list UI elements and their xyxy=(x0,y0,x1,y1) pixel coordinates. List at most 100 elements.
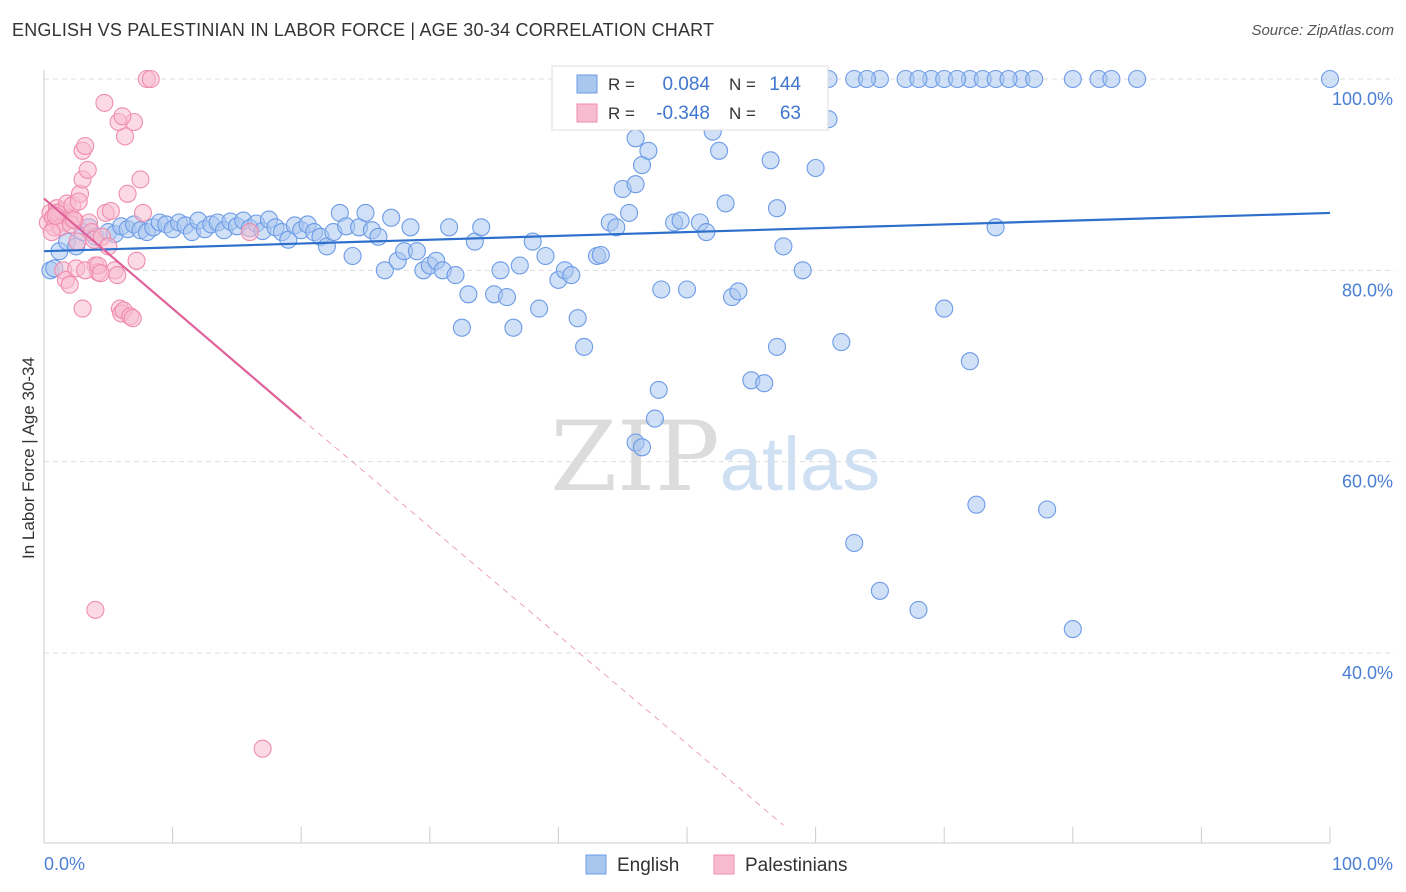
palestinian-point xyxy=(60,275,79,294)
palestinian-point xyxy=(108,266,127,285)
y-axis-label: In Labor Force | Age 30-34 xyxy=(19,357,38,559)
english-point xyxy=(536,246,555,266)
english-point xyxy=(909,600,928,619)
english-point xyxy=(652,280,671,299)
watermark-zip: ZIP xyxy=(550,401,719,513)
palestinian-point xyxy=(253,739,272,758)
english-point xyxy=(626,129,645,148)
palestinian-point xyxy=(240,223,259,242)
english-point xyxy=(639,141,658,160)
legend-swatch-palestinians xyxy=(713,854,735,875)
trend-lines xyxy=(43,197,1331,826)
stats-r-label: R = xyxy=(608,104,635,123)
english-point xyxy=(960,352,979,371)
source-credit: Source: ZipAtlas.com xyxy=(1251,22,1394,39)
english-point xyxy=(562,266,581,285)
english-point xyxy=(620,203,639,222)
palestinian-point xyxy=(113,107,132,126)
english-point xyxy=(909,69,928,89)
english-point xyxy=(845,533,864,553)
english-point xyxy=(510,256,529,275)
y-tick-label: 40.0% xyxy=(1342,663,1393,683)
english-point xyxy=(607,218,626,237)
stats-n-value: 63 xyxy=(780,103,801,124)
y-tick-label: 80.0% xyxy=(1342,280,1393,300)
english-point xyxy=(767,199,787,218)
english-point xyxy=(793,261,812,280)
legend-swatch-english xyxy=(585,854,607,875)
legend-label-palestinians: Palestinians xyxy=(745,855,847,876)
english-point xyxy=(832,333,851,352)
english-point xyxy=(935,299,954,318)
stats-swatch xyxy=(576,74,598,94)
axes xyxy=(43,70,1331,844)
english-point xyxy=(1063,69,1082,89)
palestinian-point xyxy=(78,160,97,179)
y-tick-labels: 100.0% 80.0% 60.0% 40.0% xyxy=(1332,89,1393,683)
english-point xyxy=(459,285,478,304)
grid-lines xyxy=(44,78,1395,654)
palestinian-point xyxy=(73,299,92,318)
english-point xyxy=(375,261,394,280)
stats-box-frame xyxy=(551,65,829,131)
stats-r-value: 0.084 xyxy=(662,74,710,95)
english-point xyxy=(407,242,426,261)
english-point xyxy=(382,208,401,227)
english-point xyxy=(645,409,664,428)
english-point xyxy=(1025,69,1044,89)
palestinian-point xyxy=(131,170,150,189)
palestinian-point xyxy=(64,210,83,229)
english-point xyxy=(632,438,652,457)
y-tick-label: 100.0% xyxy=(1332,89,1393,109)
english-point xyxy=(356,203,375,222)
palestinian-point xyxy=(91,264,110,283)
english-point xyxy=(1320,69,1340,89)
palestinian-point xyxy=(118,184,137,203)
english-point xyxy=(530,299,549,318)
x-tick-label-right: 100.0% xyxy=(1332,854,1393,874)
english-point xyxy=(343,246,362,266)
english-point xyxy=(729,282,748,301)
english-point xyxy=(369,227,388,246)
bottom-legend: English Palestinians xyxy=(585,854,847,876)
english-point xyxy=(497,288,517,307)
palestinian-point xyxy=(42,223,61,242)
palestinian-point xyxy=(69,192,88,211)
english-point xyxy=(967,495,986,514)
stats-r-label: R = xyxy=(608,75,635,94)
data-points xyxy=(38,69,1340,758)
x-tick-label-left: 0.0% xyxy=(44,854,85,874)
stats-n-label: N = xyxy=(729,75,756,94)
stats-n-label: N = xyxy=(729,104,756,123)
watermark: ZIP atlas xyxy=(550,401,880,513)
stats-swatch xyxy=(576,103,598,123)
palestinian-point xyxy=(127,251,146,270)
english-trend-line xyxy=(43,211,1331,253)
english-point xyxy=(491,261,510,280)
palestinian-point xyxy=(133,203,153,222)
english-point xyxy=(1063,620,1082,639)
english-point xyxy=(716,194,735,213)
english-point xyxy=(649,380,668,399)
stats-n-value: 144 xyxy=(769,74,801,95)
english-point xyxy=(774,237,793,256)
english-point xyxy=(446,266,465,285)
palestinian-trend-line xyxy=(43,197,302,420)
english-point xyxy=(671,211,690,230)
english-point xyxy=(575,337,594,356)
palestinian-point xyxy=(76,136,95,156)
english-point xyxy=(1038,500,1057,519)
english-point xyxy=(948,69,967,89)
english-point xyxy=(767,337,787,356)
english-point xyxy=(1128,69,1147,89)
english-point xyxy=(626,175,645,194)
english-point xyxy=(806,158,825,178)
palestinian-point xyxy=(86,600,105,619)
english-point xyxy=(504,318,523,337)
stats-legend: R = 0.084 N = 144 R = -0.348 N = 63 xyxy=(551,65,829,131)
stats-r-value: -0.348 xyxy=(656,103,710,124)
english-point xyxy=(999,69,1018,89)
english-point xyxy=(986,218,1005,237)
watermark-atlas: atlas xyxy=(720,422,881,507)
